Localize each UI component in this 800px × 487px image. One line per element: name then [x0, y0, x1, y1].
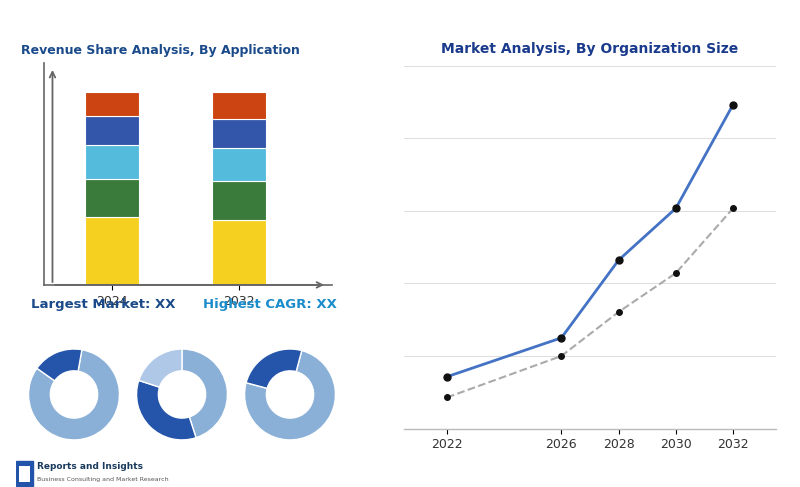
- Text: GLOBAL ENTERPRISE RESOURCE PLANNING (ERP) MARKET SEGMENT ANALYSIS: GLOBAL ENTERPRISE RESOURCE PLANNING (ERP…: [12, 19, 662, 34]
- Text: Business Consulting and Market Research: Business Consulting and Market Research: [38, 477, 169, 482]
- Text: Reports and Insights: Reports and Insights: [38, 462, 143, 471]
- Bar: [212, 119, 266, 148]
- Bar: [85, 92, 139, 116]
- Text: Highest CAGR: XX: Highest CAGR: XX: [203, 298, 337, 311]
- Wedge shape: [29, 350, 119, 440]
- Bar: [85, 218, 139, 285]
- Wedge shape: [246, 349, 302, 388]
- Bar: [212, 220, 266, 285]
- Wedge shape: [137, 380, 196, 440]
- Bar: [85, 145, 139, 179]
- Wedge shape: [138, 349, 182, 387]
- Text: Largest Market: XX: Largest Market: XX: [31, 298, 175, 311]
- Text: Revenue Share Analysis, By Application: Revenue Share Analysis, By Application: [21, 44, 300, 56]
- Bar: [212, 148, 266, 181]
- Bar: [85, 116, 139, 145]
- Bar: [212, 181, 266, 220]
- Wedge shape: [37, 349, 82, 381]
- Bar: [85, 179, 139, 218]
- FancyBboxPatch shape: [18, 466, 30, 482]
- Bar: [212, 92, 266, 119]
- Wedge shape: [182, 349, 227, 438]
- Wedge shape: [245, 351, 335, 440]
- FancyBboxPatch shape: [16, 461, 33, 486]
- Title: Market Analysis, By Organization Size: Market Analysis, By Organization Size: [442, 42, 738, 56]
